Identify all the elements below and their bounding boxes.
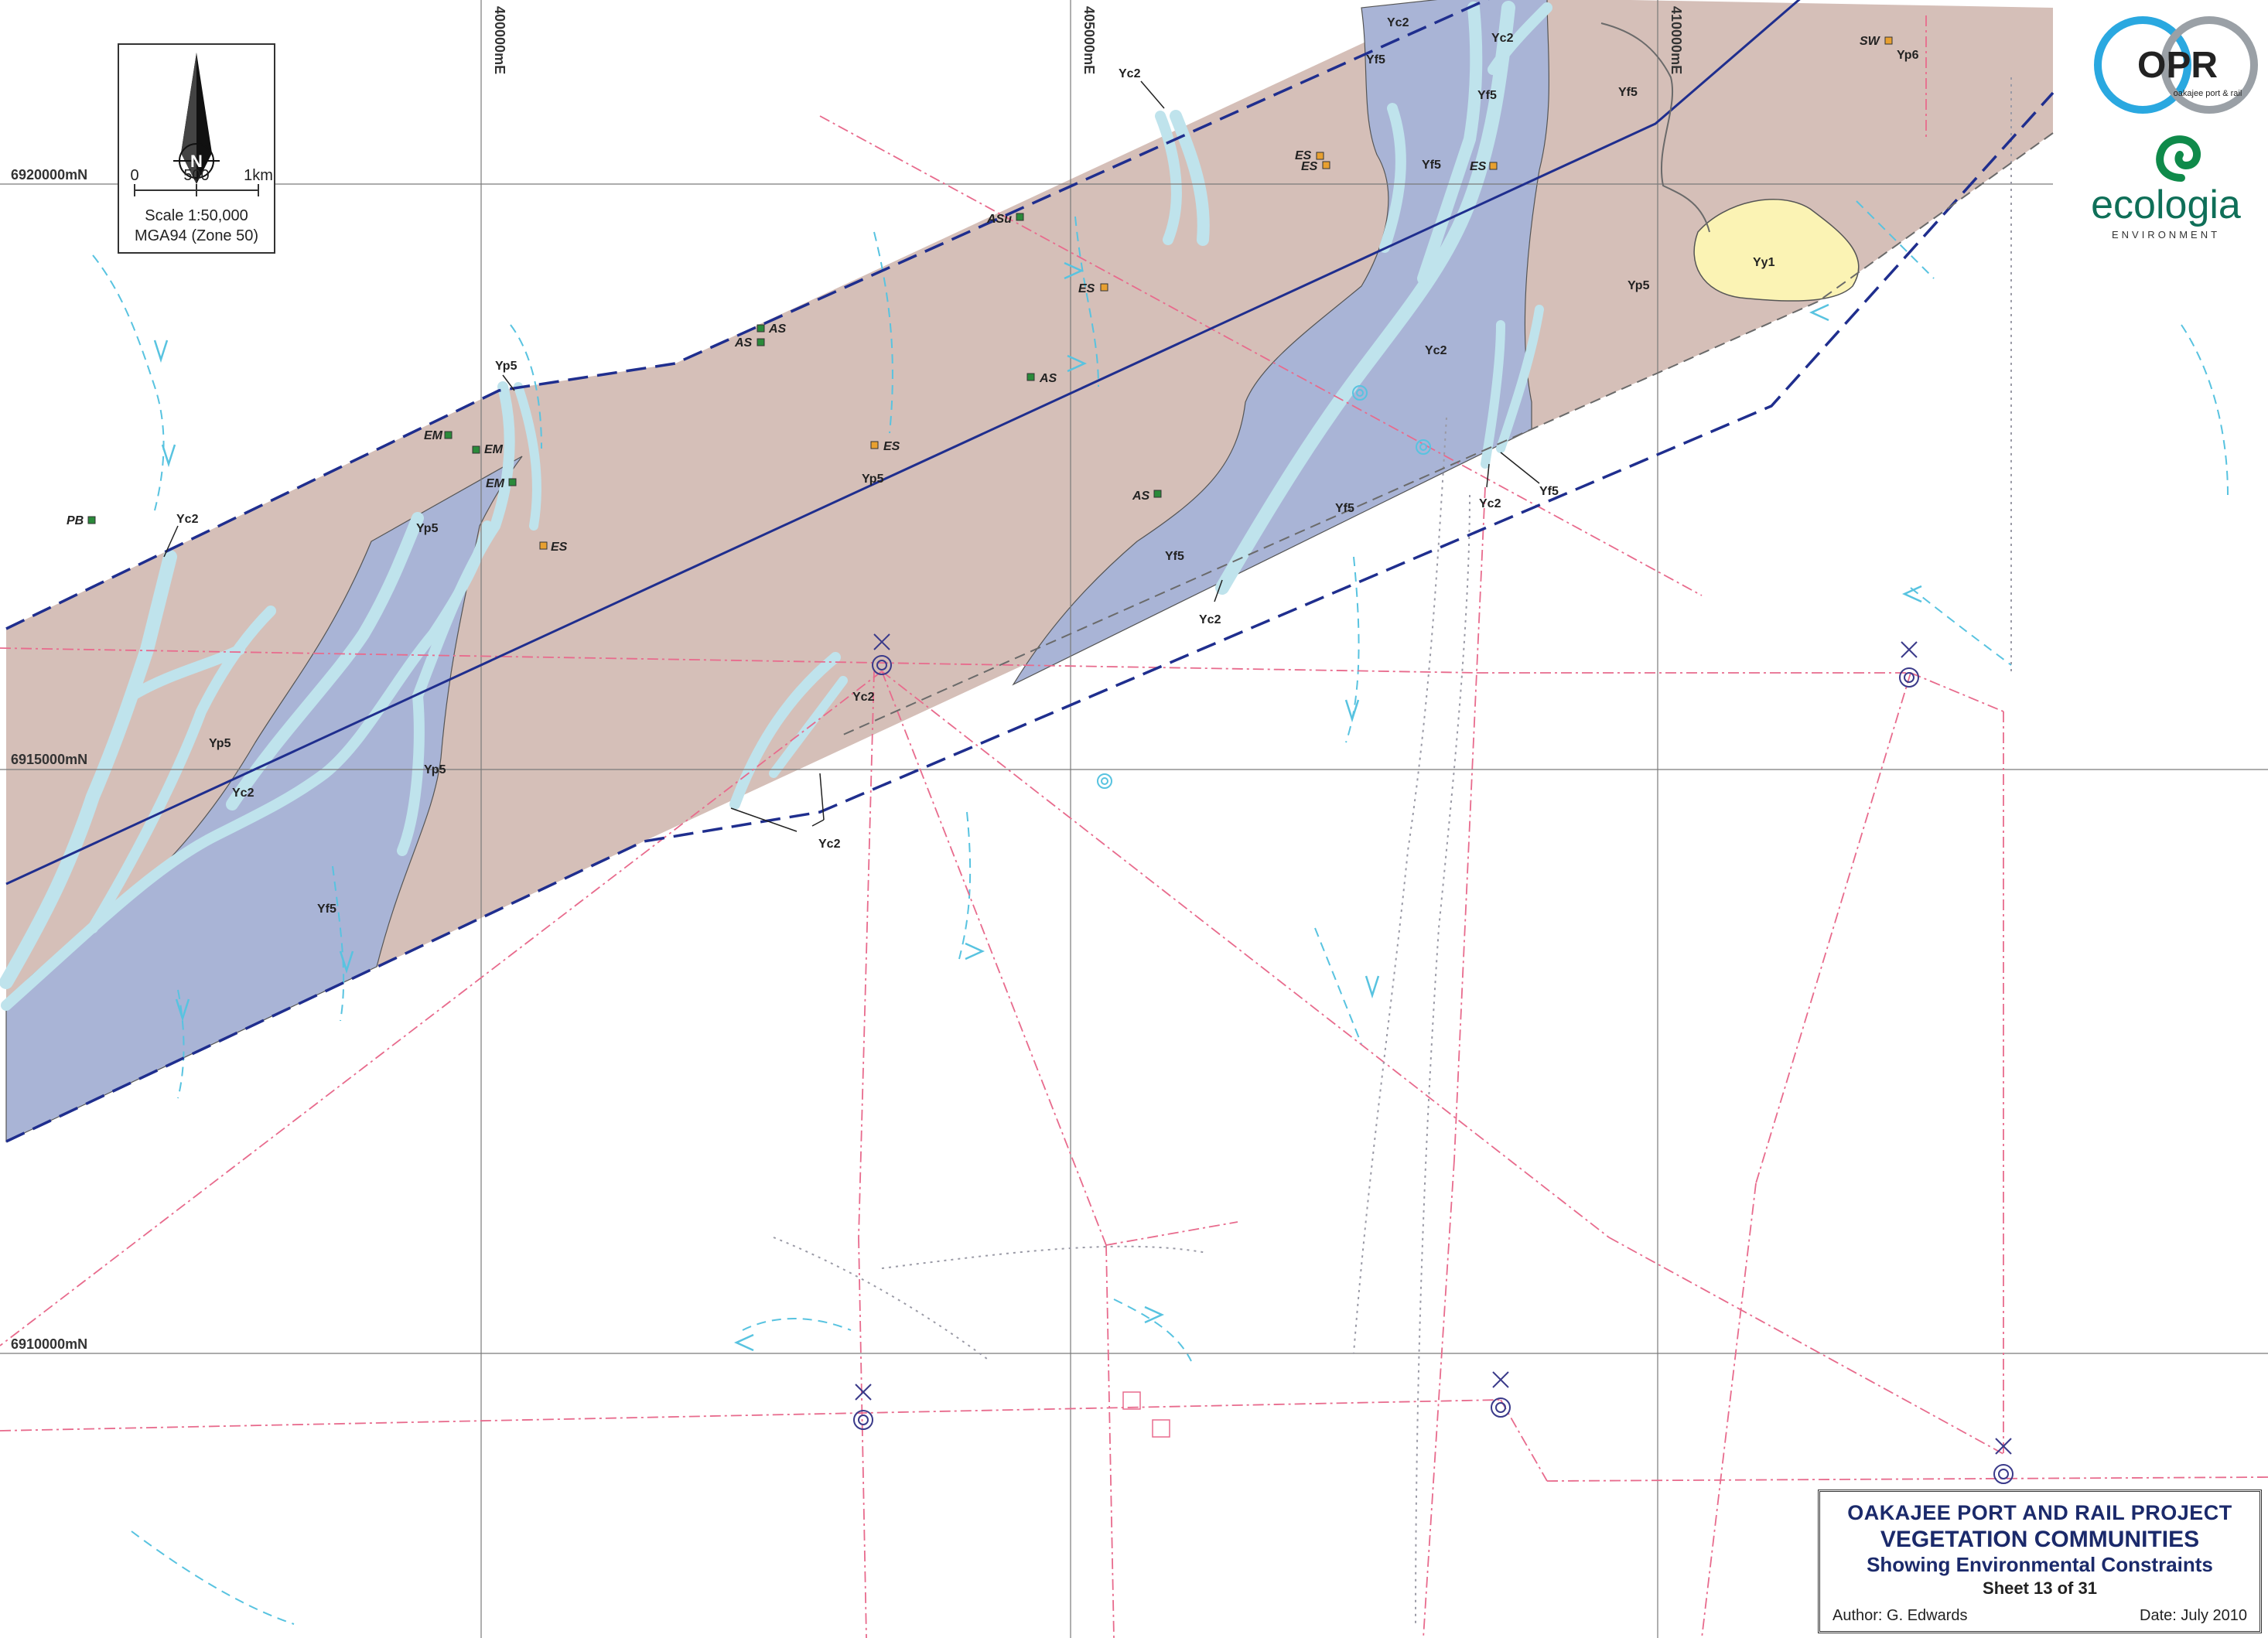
sheet-number: Sheet 13 of 31 (1983, 1578, 2097, 1598)
scale-tick-1km: 1km (244, 167, 273, 184)
community-label: Yp6 (1897, 49, 1919, 62)
vegetation-zone-yp (6, 0, 2053, 1141)
community-label: Yp5 (424, 763, 446, 776)
vegetation-zone-yy1 (1693, 199, 1860, 302)
north-arrow-icon (134, 53, 259, 196)
north-label: N (190, 152, 203, 171)
tracks (773, 77, 2013, 1625)
site-label: AS (1039, 372, 1057, 385)
misc-squares (1122, 1391, 1170, 1438)
grid-label-405000mE: 405000mE (1081, 6, 1097, 74)
site-label: AS (768, 322, 787, 336)
corridor-centreline (5, 0, 1801, 886)
drainage-lines (92, 200, 2229, 1625)
vegetation-zone-yf-central (1012, 0, 1550, 686)
corridor-edge-grey (842, 132, 2054, 735)
community-label: Yc2 (1425, 344, 1447, 357)
scale-tick-0: 0 (130, 167, 139, 184)
community-label: Yc2 (1491, 32, 1514, 45)
site-label: ES (1295, 149, 1312, 162)
author: Author: G. Edwards (1833, 1607, 1968, 1624)
grid-label-6910000mN: 6910000mN (11, 1336, 87, 1352)
site-labels: SW ES ES ES ASu ES AS AS AS EM EM EM ES … (67, 35, 1881, 554)
survey-markers (853, 385, 2014, 1484)
community-label: Yf5 (1366, 53, 1385, 67)
site-label: EM (484, 443, 504, 456)
scale-bar-box: N 0 500 1km Scale 1:50,000 MGA94 (Zone 5… (118, 43, 275, 254)
community-label: Yf5 (1165, 550, 1184, 563)
community-label: Yf5 (1618, 86, 1638, 99)
community-label: Yc2 (1119, 67, 1141, 80)
community-labels: Yc2 Yf5 Yf5 Yf5 Yc2 Yc2 Yf5 Yc2 Yf5 Yf5 … (176, 16, 1919, 916)
community-label: Yf5 (317, 903, 336, 916)
road-lines (0, 15, 2268, 1638)
community-label: Yp5 (209, 737, 231, 750)
date: Date: July 2010 (2140, 1607, 2247, 1624)
leader-lines (163, 80, 1540, 832)
site-label: AS (1132, 490, 1150, 503)
grid-label-400000mE: 400000mE (492, 6, 507, 74)
community-label: Yf5 (1335, 502, 1354, 515)
community-label: Yc2 (232, 787, 254, 800)
map-subtitle: Showing Environmental Constraints (1867, 1553, 2213, 1576)
projection-text: MGA94 (Zone 50) (134, 227, 259, 244)
site-label: EM (486, 477, 505, 490)
community-label: Yp5 (862, 473, 884, 486)
corridor-boundary-south (5, 91, 2055, 1143)
community-label: Yc2 (818, 838, 841, 851)
site-label: ASu (986, 213, 1012, 226)
community-label: Yp5 (1628, 279, 1650, 292)
scale-tick-500: 500 (183, 167, 210, 184)
site-label: ES (883, 440, 900, 453)
site-label: ES (1470, 160, 1487, 173)
ecologia-logo-text: ecologia (2091, 183, 2241, 227)
flow-arrows (153, 261, 1922, 1352)
community-label: Yp5 (495, 360, 517, 373)
community-label: Yc2 (852, 691, 875, 704)
opr-logo-text: OPR (2137, 45, 2218, 86)
site-label: ES (1078, 282, 1095, 295)
grid-label-6920000mN: 6920000mN (11, 167, 87, 183)
site-label: EM (424, 429, 443, 442)
site-label: ES (551, 541, 568, 554)
ecologia-logo: ecologia ENVIRONMENT (2065, 131, 2268, 247)
community-label: Yf5 (1477, 89, 1497, 102)
site-label: SW (1860, 35, 1881, 48)
community-label: Yy1 (1753, 256, 1775, 269)
community-label: Yc2 (1199, 613, 1221, 626)
map-title: VEGETATION COMMUNITIES (1880, 1527, 2200, 1552)
site-label: PB (67, 514, 84, 527)
ecologia-logo-sub: ENVIRONMENT (2112, 229, 2220, 241)
grid-label-410000mE: 410000mE (1669, 6, 1684, 74)
title-block: OAKAJEE PORT AND RAIL PROJECT VEGETATION… (1818, 1490, 2262, 1633)
project-name: OAKAJEE PORT AND RAIL PROJECT (1847, 1501, 2232, 1524)
site-label: AS (734, 336, 753, 350)
community-label: Yf5 (1539, 485, 1559, 498)
community-label: Yf5 (1422, 159, 1441, 172)
scale-text: Scale 1:50,000 (145, 207, 248, 224)
site-label: ES (1301, 160, 1318, 173)
community-label: Yc2 (1387, 16, 1409, 29)
grid-label-6915000mN: 6915000mN (11, 752, 87, 767)
corridor-boundary-north (5, 0, 1490, 630)
boundary-yy1 (1600, 22, 1710, 233)
community-label: Yc2 (1479, 497, 1501, 510)
site-markers (87, 36, 1893, 550)
opr-logo: OPR oakajee port & rail (2092, 15, 2263, 116)
community-label: Yp5 (416, 522, 439, 535)
community-label: Yc2 (176, 513, 199, 526)
opr-logo-sub: oakajee port & rail (2174, 89, 2242, 98)
